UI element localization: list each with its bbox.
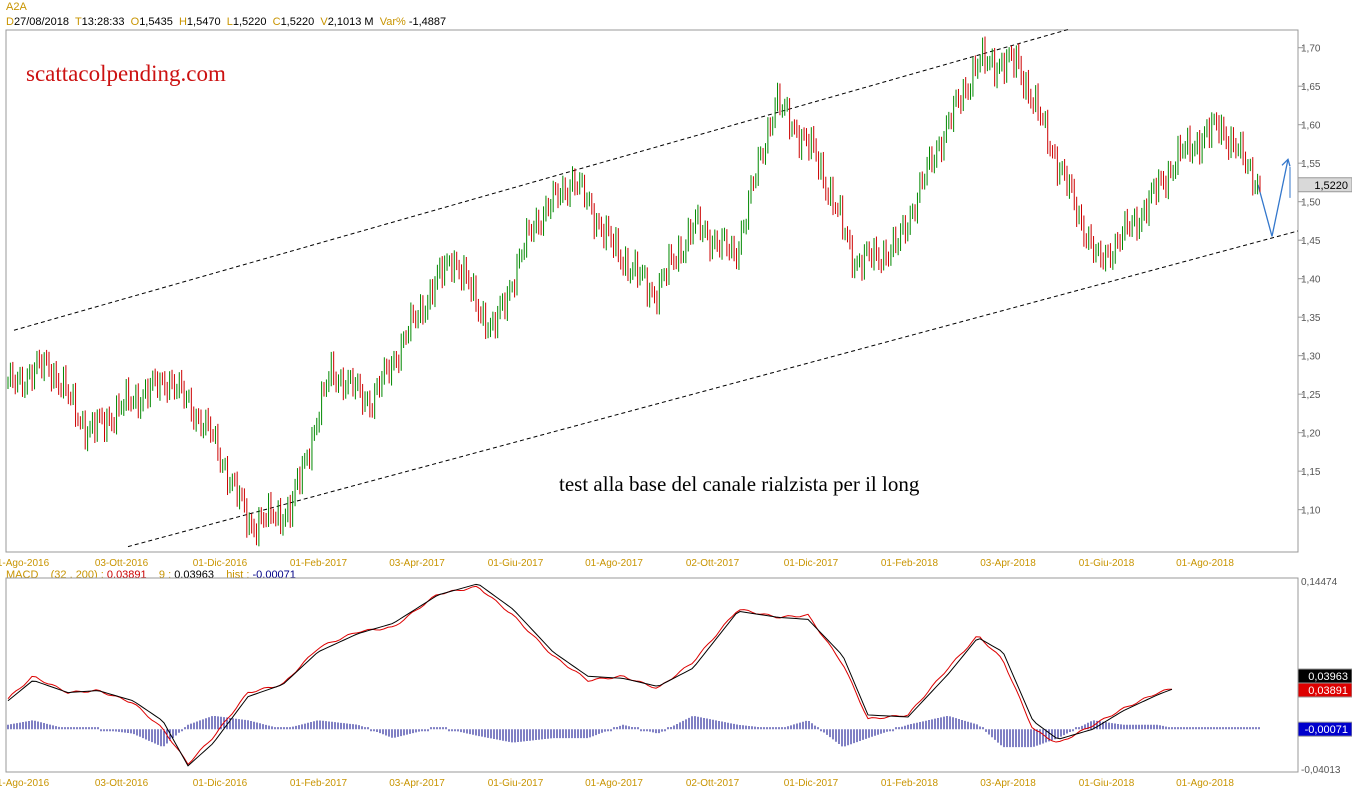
- ticker-title: A2A: [6, 1, 27, 13]
- macd-lines: [7, 583, 1173, 767]
- volume-value: 2,1013 M: [327, 16, 374, 28]
- volume-key: V: [320, 16, 328, 28]
- date-tick-label: 01-Feb-2017: [290, 558, 348, 569]
- high-key: H: [178, 16, 187, 28]
- annotation-text: test alla base del canale rialzista per …: [559, 472, 920, 496]
- high-value: 1,5470: [186, 16, 221, 28]
- time-value: 13:28:33: [81, 16, 125, 28]
- date-tick-label: 01-Giu-2018: [1079, 558, 1135, 569]
- date-tick-label: 1-Ago-2016: [0, 778, 50, 789]
- date-tick-label: 02-Ott-2017: [686, 558, 740, 569]
- date-tick-label: 01-Giu-2017: [488, 778, 544, 789]
- watermark-text: scattacolpending.com: [26, 61, 226, 86]
- open-key: O: [130, 16, 140, 28]
- price-tick-label: 1,60: [1301, 121, 1321, 132]
- price-date-axis: 1-Ago-2016 03-Ott-2016 01-Dic-2016 01-Feb-2…: [0, 558, 1234, 569]
- var-key: Var%: [379, 16, 406, 28]
- price-tick-label: 1,35: [1301, 313, 1321, 324]
- projection-arrow: [1257, 159, 1289, 237]
- channel-lower-line: [127, 230, 1299, 548]
- date-tick-label: 01-Feb-2017: [290, 778, 348, 789]
- last-price-box: [1297, 177, 1352, 193]
- date-tick-label: 01-Ago-2018: [1176, 558, 1234, 569]
- last-price-label: 1,5220: [1314, 180, 1348, 192]
- hist-value-box: [1297, 721, 1352, 737]
- date-tick-label: 01-Feb-2018: [881, 558, 939, 569]
- date-tick-label: 01-Dic-2017: [784, 558, 839, 569]
- date-value: 27/08/2018: [13, 16, 70, 28]
- close-value: 1,5220: [280, 16, 315, 28]
- price-tick-label: 1,25: [1301, 390, 1321, 401]
- price-tick-label: 1,10: [1301, 506, 1321, 517]
- price-axis: 1,70 1,65 1,60 1,55 1,50 1,45 1,40 1,35 1,30 1,25…: [1298, 44, 1321, 517]
- price-tick-label: 1,65: [1301, 82, 1321, 93]
- macd-tick-label: -0,04013: [1301, 765, 1341, 776]
- date-tick-label: 01-Dic-2016: [193, 558, 248, 569]
- ohlc-readout: D27/08/2018 T13:28:33 O1,5435 H1,5470 L1…: [6, 16, 446, 28]
- open-value: 1,5435: [139, 16, 173, 28]
- projection-arrowhead: [1281, 158, 1291, 167]
- date-tick-label: 01-Ago-2018: [1176, 778, 1234, 789]
- date-tick-label: 01-Ago-2017: [585, 778, 643, 789]
- price-tick-label: 1,50: [1301, 198, 1321, 209]
- signal-value-label: 0,03963: [1308, 671, 1348, 683]
- date-tick-label: 01-Ago-2017: [585, 558, 643, 569]
- macd-value-label: 0,03891: [1308, 685, 1348, 697]
- hist-value-label: -0,00071: [1305, 724, 1348, 736]
- date-tick-label: 03-Ott-2016: [95, 778, 149, 789]
- price-tick-label: 1,55: [1301, 159, 1321, 170]
- var-value: -1,4887: [408, 16, 447, 28]
- macd-tick-label: 0,14474: [1301, 577, 1338, 588]
- macd-line: [7, 585, 1173, 766]
- macd-histogram: [7, 715, 1260, 748]
- date-tick-label: 02-Ott-2017: [686, 778, 740, 789]
- price-tick-label: 1,45: [1301, 236, 1321, 247]
- date-tick-label: 01-Dic-2017: [784, 778, 839, 789]
- price-tick-label: 1,15: [1301, 467, 1321, 478]
- date-tick-label: 03-Ott-2016: [95, 558, 149, 569]
- price-tick-label: 1,30: [1301, 352, 1321, 363]
- date-tick-label: 01-Giu-2018: [1079, 778, 1135, 789]
- date-tick-label: 03-Apr-2017: [389, 778, 445, 789]
- date-tick-label: 1-Ago-2016: [0, 558, 50, 569]
- date-tick-label: 03-Apr-2018: [980, 778, 1036, 789]
- time-key: T: [74, 16, 82, 28]
- channel-lines: [13, 29, 1299, 548]
- price-bars: [7, 36, 1261, 547]
- macd-date-axis: 1-Ago-2016 03-Ott-2016 01-Dic-2016 01-Feb-2…: [0, 778, 1234, 789]
- value-labels: 0,14474 -0,04013 1,5220 0,03963 0,03891 -0,00…: [1297, 177, 1352, 776]
- price-tick-label: 1,20: [1301, 429, 1321, 440]
- date-tick-label: 01-Giu-2017: [488, 558, 544, 569]
- date-tick-label: 03-Apr-2018: [980, 558, 1036, 569]
- macd-value-box: [1297, 682, 1352, 698]
- price-tick-label: 1,40: [1301, 275, 1321, 286]
- date-tick-label: 03-Apr-2017: [389, 558, 445, 569]
- date-tick-label: 01-Dic-2016: [193, 778, 248, 789]
- macd-panel: [5, 577, 1299, 773]
- date-tick-label: 01-Feb-2018: [881, 778, 939, 789]
- close-key: C: [272, 16, 281, 28]
- price-tick-label: 1,70: [1301, 44, 1321, 55]
- low-value: 1,5220: [232, 16, 267, 28]
- date-key: D: [6, 16, 14, 28]
- channel-upper-line: [13, 29, 1069, 331]
- signal-line: [7, 583, 1173, 767]
- low-key: L: [226, 16, 233, 28]
